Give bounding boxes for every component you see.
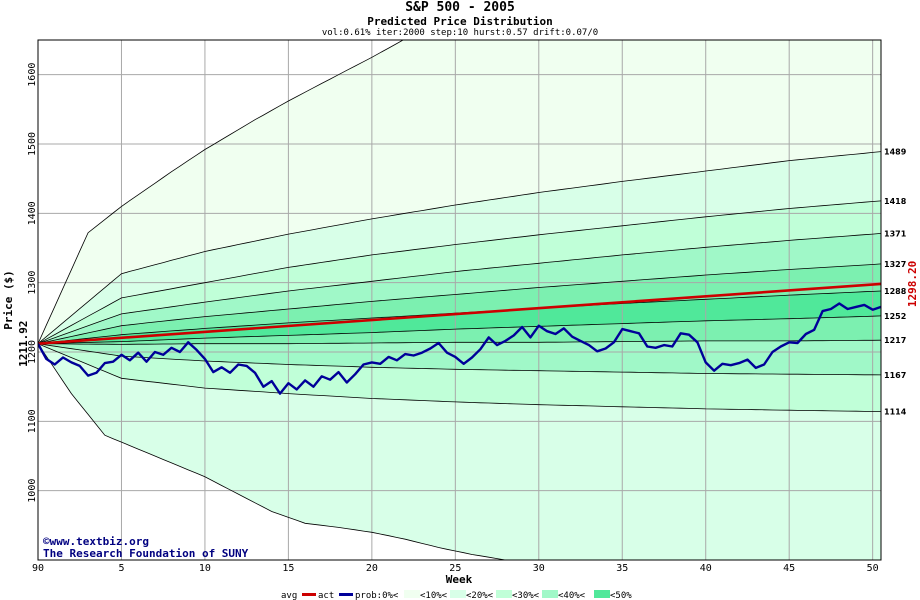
probability-curve — [38, 151, 881, 345]
curve-end-label: 1288 — [884, 287, 907, 296]
curve-end-label: 1418 — [884, 197, 907, 206]
avg-price-line — [38, 282, 881, 345]
x-tick-label: 35 — [616, 563, 628, 574]
plot-frame — [37, 39, 882, 561]
curve-end-label: 1489 — [884, 148, 907, 157]
legend-label: prob:0%< — [355, 591, 399, 600]
axis-labels: 1489 1418 1371 1327 1288 1252 1217 1167 1114 90 5 1… — [2, 63, 919, 586]
probability-band — [38, 291, 881, 344]
probability-band — [38, 233, 881, 344]
probability-band — [38, 343, 881, 560]
legend-label: <30%< — [512, 591, 540, 600]
x-tick-label: 30 — [533, 563, 545, 574]
probability-band — [38, 40, 881, 344]
legend-act-swatch — [339, 593, 353, 596]
curve-end-label: 1252 — [884, 312, 906, 321]
probability-curve — [38, 343, 881, 412]
credit-website-text: www.textbiz.org — [49, 535, 149, 548]
legend-band-swatch — [404, 590, 420, 598]
legend-band-swatch — [594, 590, 610, 598]
x-tick-label: 15 — [282, 563, 294, 574]
legend-band-swatch — [496, 590, 512, 598]
x-tick-label: 50 — [867, 563, 879, 574]
probability-curves — [38, 40, 881, 560]
probability-curve — [38, 200, 881, 345]
curve-end-label: 1114 — [884, 408, 907, 417]
probability-band — [38, 200, 881, 344]
copyright-icon: © — [43, 535, 50, 548]
y-tick-label: 1200 — [27, 340, 38, 364]
x-tick-label: 25 — [449, 563, 461, 574]
chart-subtitle: Predicted Price Distribution — [367, 15, 553, 28]
legend-label: act — [318, 591, 334, 600]
x-tick-label: 5 — [118, 563, 124, 574]
legend: avg act prob:0%< <10%< <20%< <30%< <40%< <50% — [281, 590, 632, 600]
x-tick-label: 90 — [32, 563, 44, 574]
legend-band-swatch — [542, 590, 558, 598]
start-price-label: 1211.92 — [17, 321, 30, 367]
x-tick-label: 20 — [366, 563, 378, 574]
probability-curve — [38, 339, 881, 345]
actual-price-line — [38, 302, 881, 395]
curve-end-label: 1371 — [884, 229, 907, 238]
probability-band — [38, 343, 881, 412]
probability-curve — [38, 233, 881, 345]
avg-end-price-label: 1298.20 — [906, 261, 919, 307]
y-tick-label: 1400 — [27, 201, 38, 225]
y-tick-label: 1300 — [27, 271, 38, 295]
curve-end-label: 1167 — [884, 371, 906, 380]
y-tick-label: 1100 — [27, 409, 38, 433]
probability-curve — [38, 343, 881, 376]
y-tick-label: 1600 — [27, 63, 38, 87]
legend-label: <40%< — [558, 591, 586, 600]
y-tick-label: 1500 — [27, 132, 38, 156]
legend-avg-swatch — [302, 593, 316, 596]
chart-title: S&P 500 - 2005 — [405, 0, 515, 15]
legend-band-swatch — [450, 590, 466, 598]
legend-label: <50% — [610, 591, 632, 600]
x-tick-label: 10 — [199, 563, 211, 574]
x-tick-label: 40 — [700, 563, 712, 574]
probability-band — [38, 315, 881, 345]
legend-label: <20%< — [466, 591, 494, 600]
legend-label: <10%< — [420, 591, 448, 600]
probability-band — [38, 340, 881, 375]
curve-end-label: 1217 — [884, 336, 906, 345]
probability-curve — [38, 343, 508, 560]
credit-organization: The Research Foundation of SUNY — [43, 547, 249, 560]
y-axis-title: Price ($) — [2, 270, 15, 330]
probability-curve — [38, 315, 881, 345]
probability-band — [38, 263, 881, 344]
legend-label: avg — [281, 591, 297, 600]
credit-website: ©www.textbiz.org — [43, 535, 149, 548]
curve-end-label: 1327 — [884, 260, 906, 269]
probability-curve — [38, 40, 404, 344]
x-tick-label: 45 — [783, 563, 795, 574]
series-lines — [38, 282, 881, 395]
y-tick-label: 1000 — [27, 479, 38, 503]
chart-params: vol:0.61% iter:2000 step:10 hurst:0.57 d… — [321, 28, 599, 38]
x-axis-title: Week — [446, 573, 473, 586]
probability-bands — [38, 40, 881, 560]
probability-curve — [38, 263, 881, 345]
probability-band — [38, 151, 881, 344]
